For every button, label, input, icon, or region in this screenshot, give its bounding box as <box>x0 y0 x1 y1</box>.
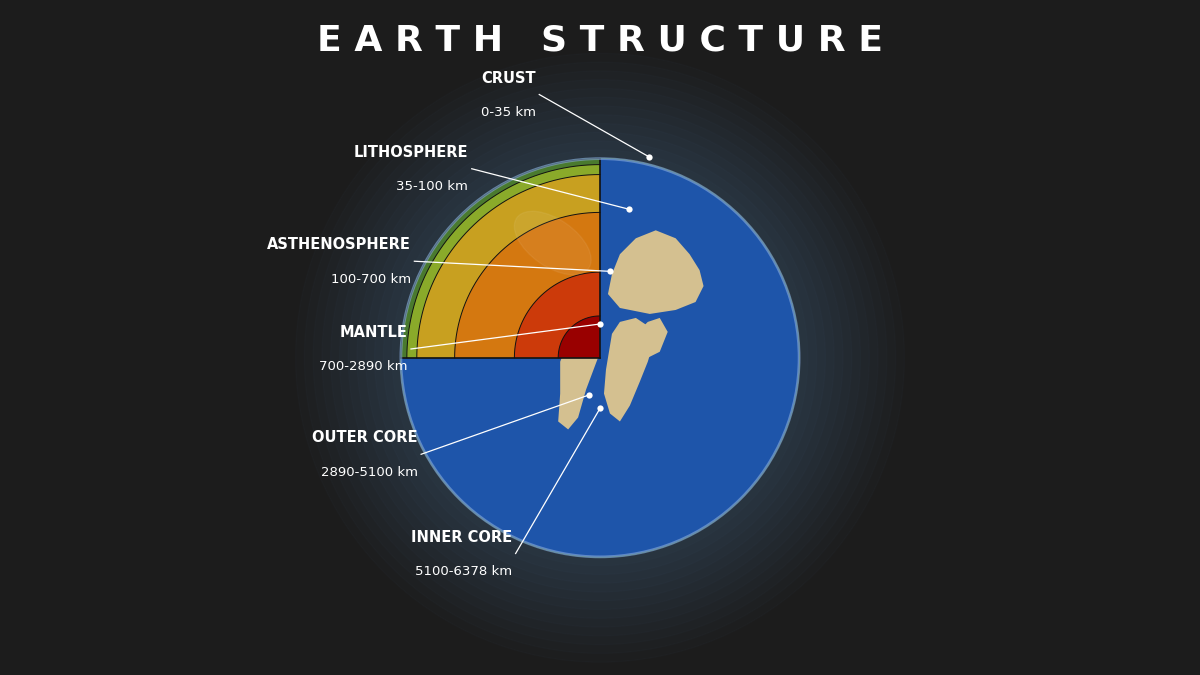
Text: OUTER CORE: OUTER CORE <box>312 431 418 446</box>
Circle shape <box>407 165 793 551</box>
Text: 100-700 km: 100-700 km <box>331 273 410 286</box>
Circle shape <box>401 159 799 557</box>
Wedge shape <box>407 165 600 358</box>
Polygon shape <box>608 230 703 314</box>
Wedge shape <box>401 358 600 557</box>
Text: MANTLE: MANTLE <box>340 325 408 340</box>
Wedge shape <box>407 165 600 358</box>
Wedge shape <box>416 175 600 358</box>
Circle shape <box>515 272 685 443</box>
Text: 35-100 km: 35-100 km <box>396 180 468 193</box>
Wedge shape <box>455 213 600 358</box>
Text: 700-2890 km: 700-2890 km <box>319 360 408 373</box>
Wedge shape <box>515 272 600 358</box>
Wedge shape <box>515 272 600 358</box>
Polygon shape <box>638 318 667 358</box>
Wedge shape <box>416 175 600 358</box>
Circle shape <box>416 175 784 541</box>
Circle shape <box>401 159 799 557</box>
Wedge shape <box>558 316 600 358</box>
Ellipse shape <box>515 211 592 275</box>
Wedge shape <box>558 316 600 358</box>
Wedge shape <box>401 159 600 358</box>
Text: INNER CORE: INNER CORE <box>412 530 512 545</box>
Circle shape <box>455 213 745 503</box>
Text: ASTHENOSPHERE: ASTHENOSPHERE <box>268 238 410 252</box>
Polygon shape <box>604 318 654 421</box>
Polygon shape <box>558 332 598 429</box>
Circle shape <box>558 316 642 400</box>
Text: 2890-5100 km: 2890-5100 km <box>320 466 418 479</box>
Text: 0-35 km: 0-35 km <box>481 106 536 119</box>
Wedge shape <box>401 159 600 358</box>
Wedge shape <box>600 159 799 557</box>
Text: E A R T H   S T R U C T U R E: E A R T H S T R U C T U R E <box>317 24 883 57</box>
Text: CRUST: CRUST <box>481 71 536 86</box>
Text: 5100-6378 km: 5100-6378 km <box>415 565 512 578</box>
Wedge shape <box>455 213 600 358</box>
Text: LITHOSPHERE: LITHOSPHERE <box>354 145 468 160</box>
